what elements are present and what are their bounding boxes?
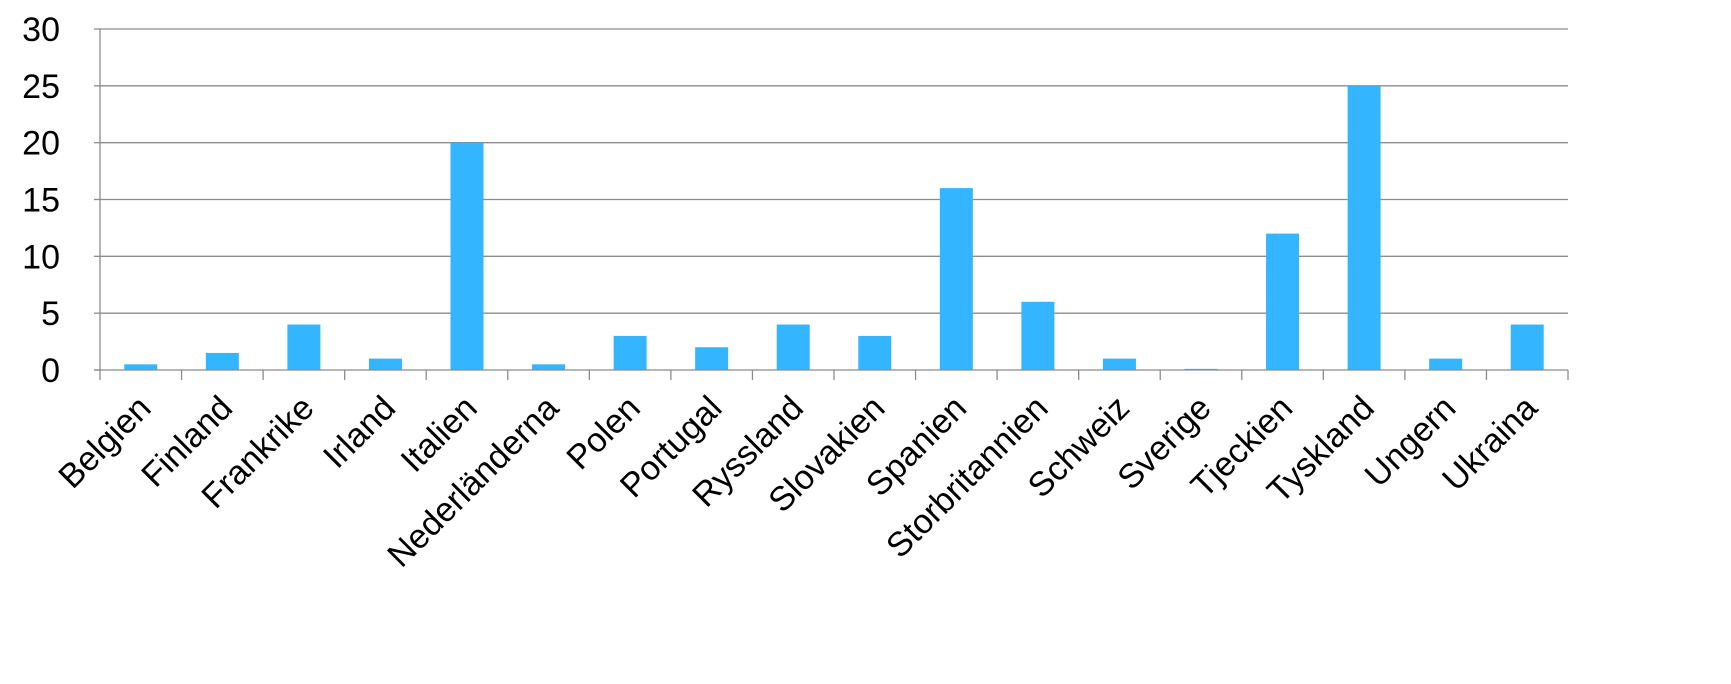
y-tick-label: 30 [22, 11, 60, 49]
x-tick-labels: BelgienFinlandFrankrikeIrlandItalienNede… [51, 389, 1545, 575]
bar-finland [205, 352, 239, 370]
bar-ukraina [1510, 324, 1544, 370]
bar-schweiz [1102, 358, 1136, 370]
bar-slovakien [858, 335, 892, 370]
y-tick-label: 10 [22, 238, 60, 276]
y-tick-labels: 0 5 10 15 20 25 30 [22, 11, 60, 390]
bar-polen [613, 335, 647, 370]
bar-ryssland [776, 324, 810, 370]
y-tick-label: 25 [22, 68, 60, 106]
x-tick-label: Irland [316, 389, 403, 476]
y-tick-label: 20 [22, 125, 60, 163]
y-tick-label: 0 [41, 352, 60, 390]
bar-belgien [124, 364, 158, 370]
bar-portugal [695, 347, 729, 370]
bar-italien [450, 142, 484, 370]
bar-tyskland [1347, 85, 1381, 370]
y-tick-label: 15 [22, 182, 60, 220]
bar-irland [368, 358, 402, 370]
bar-ungern [1429, 358, 1463, 370]
bar-spanien [939, 188, 973, 370]
y-tick-label: 5 [41, 295, 60, 333]
bar-storbritannien [1021, 301, 1055, 370]
bar-frankrike [287, 324, 321, 370]
bar-nederländerna [532, 364, 566, 370]
x-tick-label: Belgien [51, 389, 158, 496]
bars [124, 85, 1544, 370]
gridlines [100, 28, 1568, 314]
axes [94, 28, 1569, 380]
bar-tjeckien [1266, 233, 1300, 370]
